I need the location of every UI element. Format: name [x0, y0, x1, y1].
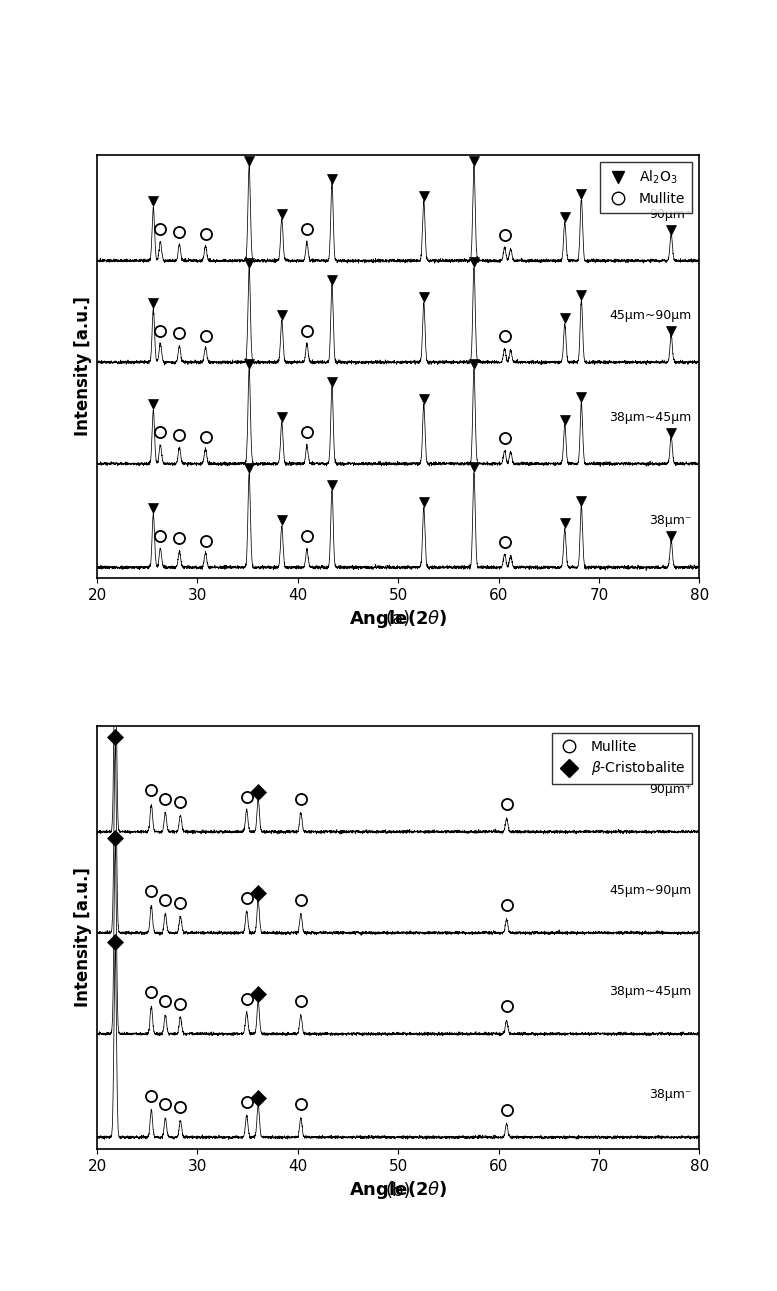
Text: 38μm⁻: 38μm⁻ — [649, 514, 692, 527]
Legend: Al$_2$O$_3$, Mullite: Al$_2$O$_3$, Mullite — [600, 161, 692, 213]
Text: (b): (b) — [385, 1181, 411, 1199]
Legend: Mullite, $\beta$-Cristobalite: Mullite, $\beta$-Cristobalite — [552, 733, 692, 785]
Text: 38μm~45μm: 38μm~45μm — [609, 985, 692, 998]
Text: 90μm⁺: 90μm⁺ — [649, 782, 692, 797]
Text: 45μm~90μm: 45μm~90μm — [609, 309, 692, 323]
X-axis label: Angle(2$\theta$): Angle(2$\theta$) — [349, 1179, 448, 1201]
X-axis label: Angle(2$\theta$): Angle(2$\theta$) — [349, 608, 448, 630]
Text: 38μm⁻: 38μm⁻ — [649, 1088, 692, 1101]
Text: 90μm⁺: 90μm⁺ — [649, 208, 692, 221]
Y-axis label: Intensity [a.u.]: Intensity [a.u.] — [74, 868, 92, 1007]
Y-axis label: Intensity [a.u.]: Intensity [a.u.] — [74, 297, 92, 436]
Text: 45μm~90μm: 45μm~90μm — [609, 884, 692, 897]
Text: (a): (a) — [385, 611, 411, 629]
Text: 38μm~45μm: 38μm~45μm — [609, 411, 692, 423]
